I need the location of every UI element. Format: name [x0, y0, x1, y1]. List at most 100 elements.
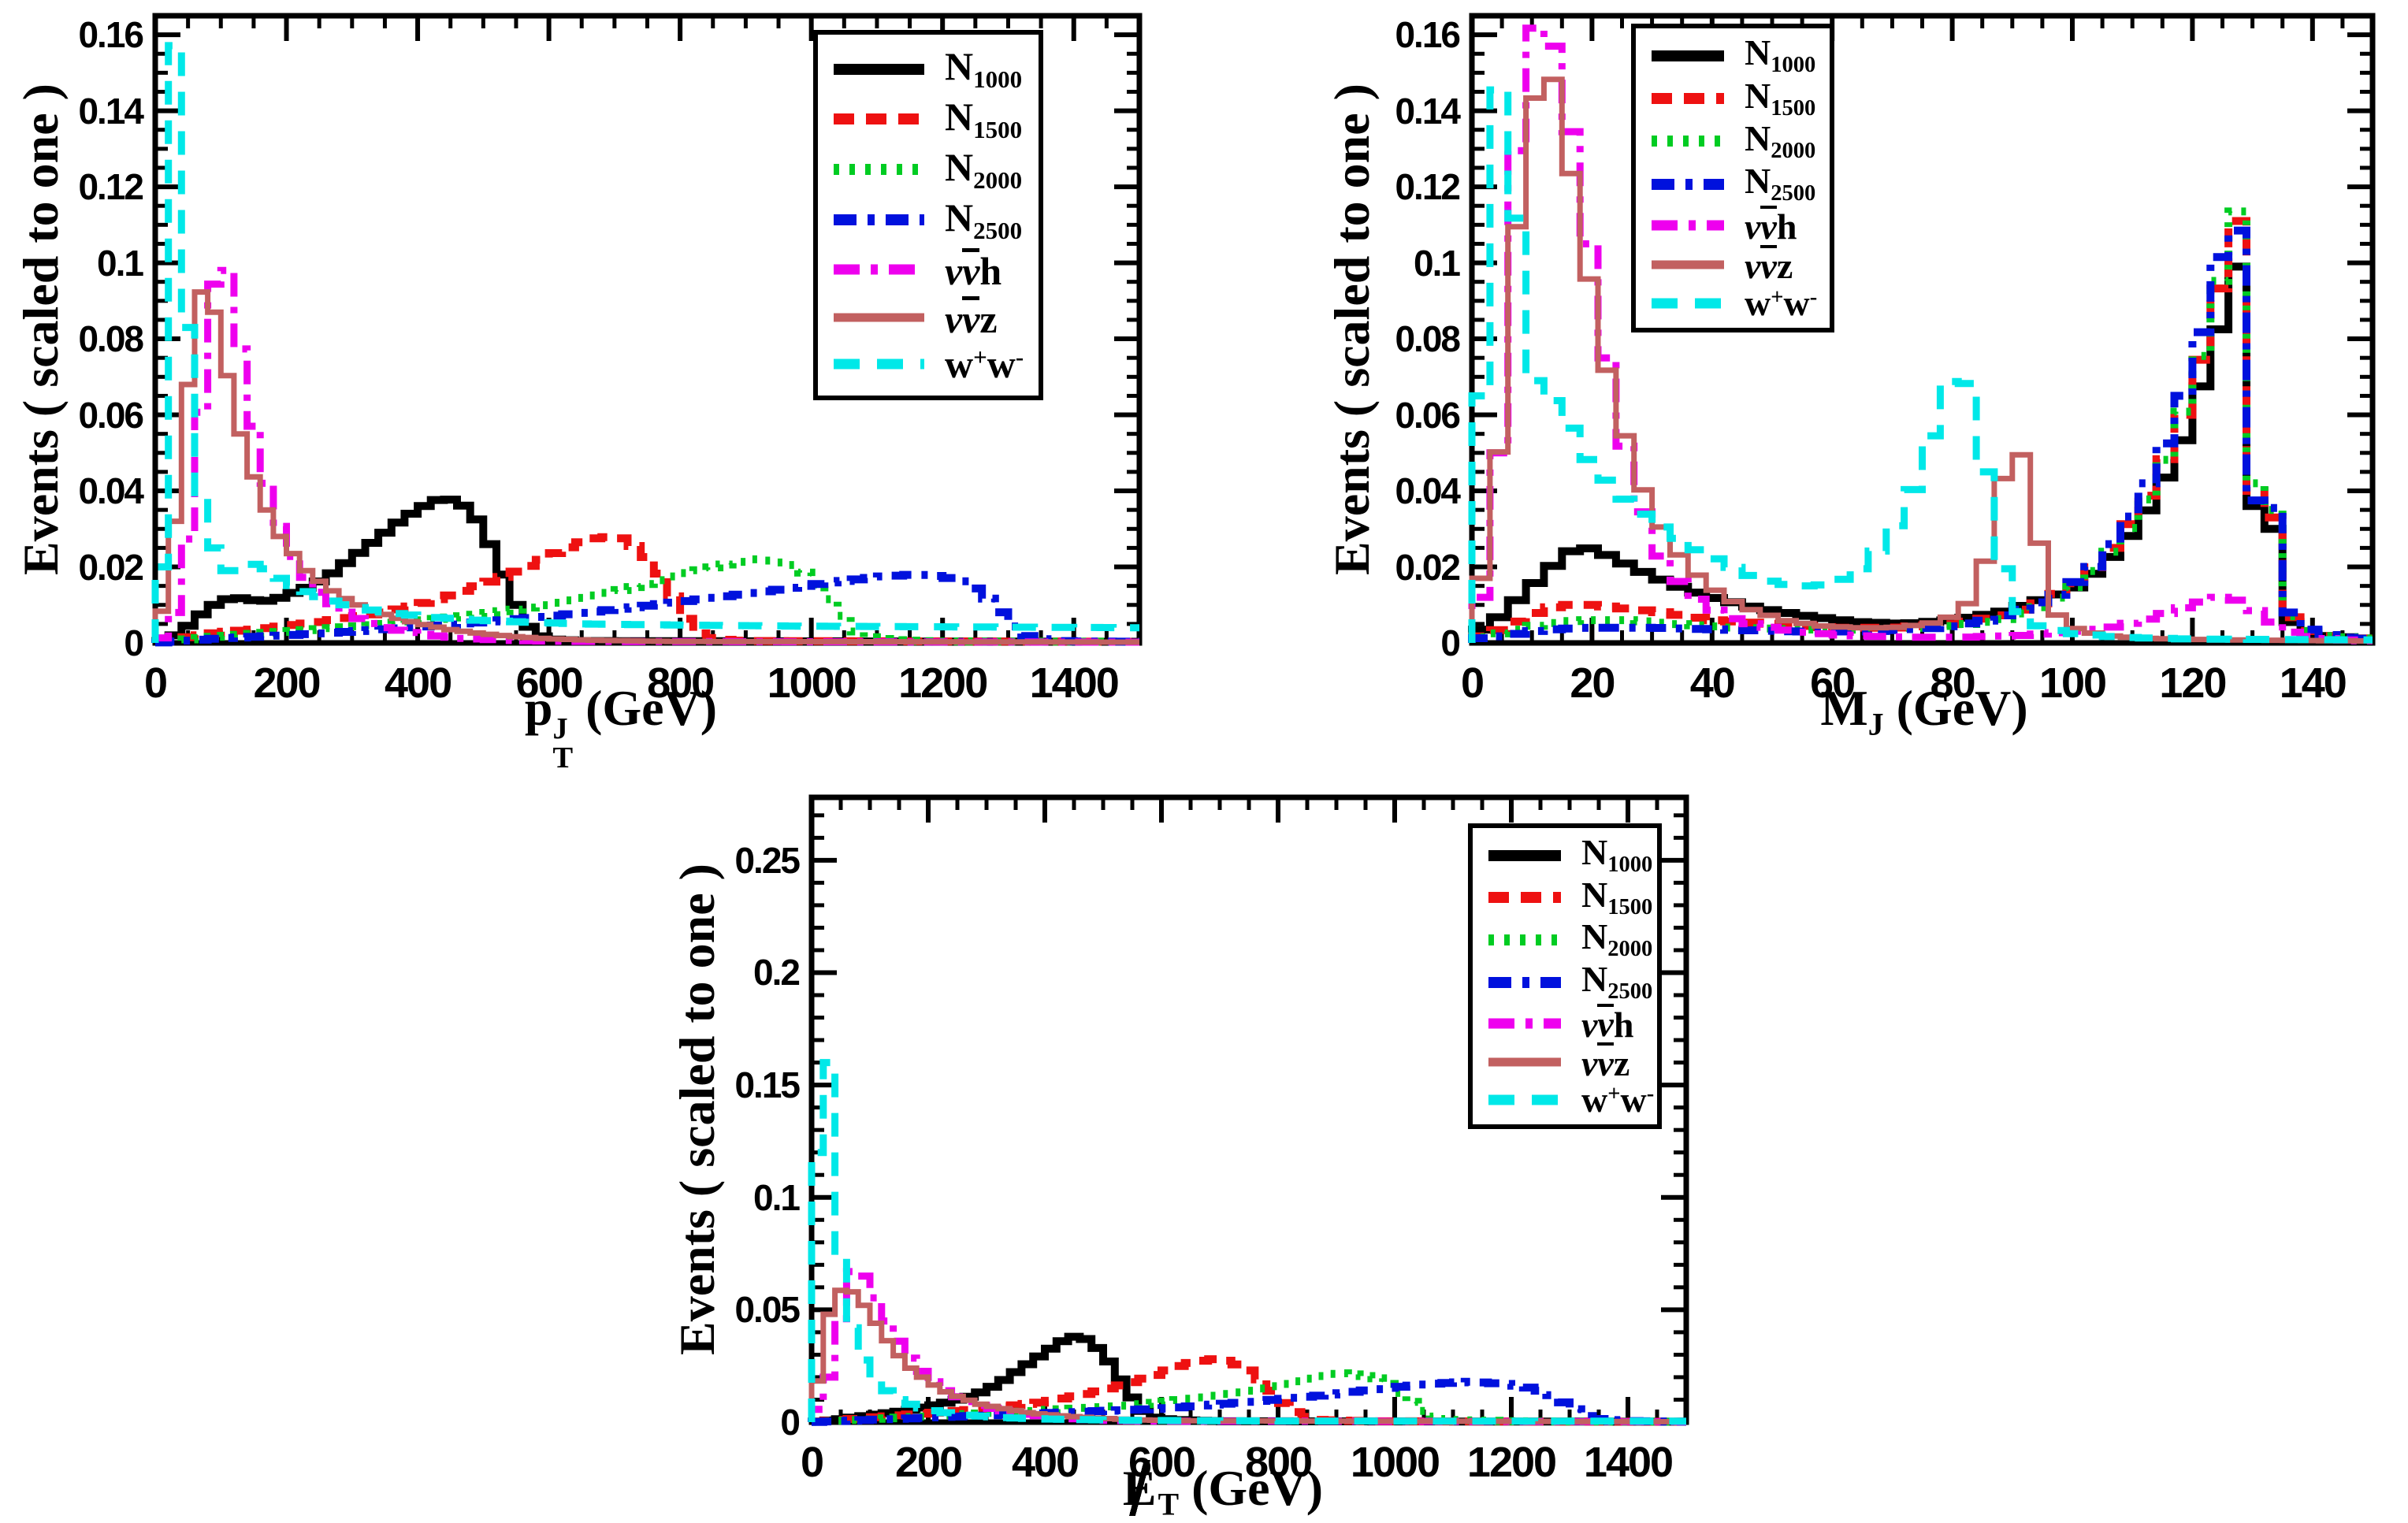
ptj-xtick-1200: 1200 [898, 659, 988, 707]
ptj-ytick-0.06: 0.06 [78, 394, 144, 436]
legend-line-sample-N1500 [834, 113, 924, 125]
legend-label-nnz: ννz [945, 295, 998, 341]
legend-item-ww: w+w- [818, 344, 1039, 384]
legend-label-ww: w+w- [1745, 282, 1818, 323]
legend-line-sample-N2500 [1652, 178, 1724, 190]
legend-line-sample-N2000 [1652, 136, 1724, 147]
mj-ytick-0.12: 0.12 [1395, 166, 1461, 208]
legend-label-N1500: N1500 [945, 95, 1023, 143]
ptj-xtick-400: 400 [385, 659, 452, 707]
mj-legend: N1000 N1500 N2000 N2500 ννh ννz w+w- [1631, 24, 1834, 332]
legend-item-nnh: ννh [1473, 1003, 1657, 1045]
met-xaxis-title: ET (GeV) [1120, 1460, 1324, 1522]
legend-item-N2500: N2500 [1636, 160, 1830, 206]
legend-label-N2000: N2000 [1581, 916, 1653, 962]
legend-label-nnh: ννh [945, 247, 1002, 293]
mj-ytick-0.16: 0.16 [1395, 14, 1461, 56]
mj-series-ww [1468, 86, 2373, 644]
legend-item-N1500: N1500 [1473, 874, 1657, 919]
legend-line-sample-N2500 [834, 214, 924, 226]
legend-line-sample-nnz [834, 313, 924, 322]
legend-line-sample-N1500 [1488, 892, 1561, 904]
met-xtick-1000: 1000 [1350, 1439, 1440, 1486]
legend-item-N2500: N2500 [1473, 958, 1657, 1005]
legend-item-nnz: ννz [1636, 245, 1830, 284]
met-xtick-1200: 1200 [1466, 1439, 1557, 1486]
legend-item-N2000: N2000 [1636, 120, 1830, 163]
legend-item-N2000: N2000 [818, 147, 1039, 192]
legend-label-N1000: N1000 [945, 44, 1023, 93]
met-xtick-400: 400 [1011, 1439, 1080, 1486]
legend-label-ww: w+w- [1581, 1079, 1655, 1120]
ptj-ytick-0.08: 0.08 [78, 318, 144, 360]
legend-item-N1000: N1000 [818, 46, 1039, 91]
legend-label-nnh: ννh [1581, 1003, 1634, 1045]
legend-line-sample-nnh [1488, 1018, 1561, 1029]
legend-line-sample-N2000 [834, 164, 924, 176]
legend-item-nnz: ννz [1473, 1042, 1657, 1082]
met-series-nnz [808, 1287, 1686, 1425]
mj-xtick-140: 140 [2279, 659, 2347, 707]
ptj-xtick-1000: 1000 [767, 659, 857, 707]
legend-label-N1000: N1000 [1745, 32, 1816, 78]
ptj-xtick-800: 800 [647, 659, 715, 707]
met-ytick-0.05: 0.05 [734, 1289, 801, 1331]
legend-line-sample-N1500 [1652, 93, 1724, 105]
legend-line-sample-N2500 [1488, 976, 1561, 988]
ptj-series-nnz [152, 289, 1139, 645]
legend-line-sample-nnh [1652, 220, 1724, 231]
met-xtick-0: 0 [800, 1439, 824, 1486]
legend-label-N2500: N2500 [1745, 160, 1816, 206]
ptj-ytick-0.04: 0.04 [78, 470, 144, 512]
met-xtick-200: 200 [894, 1439, 963, 1486]
met-xtick-1400: 1400 [1583, 1439, 1674, 1486]
met-ytick-0.1: 0.1 [753, 1176, 801, 1218]
ptj-ytick-0.16: 0.16 [78, 14, 144, 56]
legend-item-ww: w+w- [1473, 1082, 1657, 1118]
legend-item-nnh: ννh [1636, 205, 1830, 247]
met-ytick-0.25: 0.25 [734, 839, 801, 881]
legend-line-sample-nnh [834, 264, 924, 275]
ptj-ytick-0.1: 0.1 [97, 242, 144, 284]
ptj-ytick-0.12: 0.12 [78, 166, 144, 208]
mj-series-N2500 [1468, 226, 2373, 643]
legend-line-sample-ww [834, 358, 924, 370]
mj-xtick-120: 120 [2159, 659, 2227, 707]
legend-line-sample-N1000 [834, 63, 924, 75]
mj-xtick-20: 20 [1570, 659, 1615, 707]
legend-label-N2500: N2500 [1581, 958, 1653, 1005]
ptj-ytick-0.14: 0.14 [78, 90, 144, 132]
legend-line-sample-N2000 [1488, 934, 1561, 946]
ptj-series-N2500 [151, 570, 1139, 647]
legend-item-N1500: N1500 [818, 97, 1039, 142]
mj-series-N2000 [1468, 207, 2373, 643]
legend-item-N1000: N1000 [1636, 35, 1830, 77]
legend-label-nnz: ννz [1745, 245, 1793, 287]
legend-line-sample-ww [1652, 298, 1724, 309]
mj-ytick-0.02: 0.02 [1395, 546, 1461, 588]
legend-item-N1000: N1000 [1473, 834, 1657, 877]
mj-ytick-0.08: 0.08 [1395, 318, 1461, 360]
legend-item-N1500: N1500 [1636, 75, 1830, 121]
met-series-N2500 [808, 1377, 1686, 1426]
ptj-xtick-1400: 1400 [1029, 659, 1120, 707]
legend-label-N1500: N1500 [1745, 75, 1816, 121]
legend-label-nnh: ννh [1745, 205, 1797, 247]
mj-yaxis-title: Events ( scaled to one ) [1324, 84, 1380, 575]
legend-item-N2500: N2500 [818, 198, 1039, 243]
mj-xtick-100: 100 [2038, 659, 2107, 707]
legend-label-nnz: ννz [1581, 1042, 1630, 1084]
ptj-xtick-0: 0 [143, 659, 168, 707]
legend-label-N2500: N2500 [945, 195, 1023, 244]
legend-line-sample-nnz [1488, 1057, 1561, 1067]
met-ytick-0: 0 [780, 1402, 801, 1443]
mj-xtick-40: 40 [1689, 659, 1736, 707]
mj-ytick-0.1: 0.1 [1414, 242, 1461, 284]
legend-label-N1500: N1500 [1581, 874, 1653, 919]
legend-label-N2000: N2000 [945, 144, 1023, 194]
mj-xtick-80: 80 [1930, 659, 1976, 707]
legend-label-ww: w+w- [945, 341, 1024, 386]
